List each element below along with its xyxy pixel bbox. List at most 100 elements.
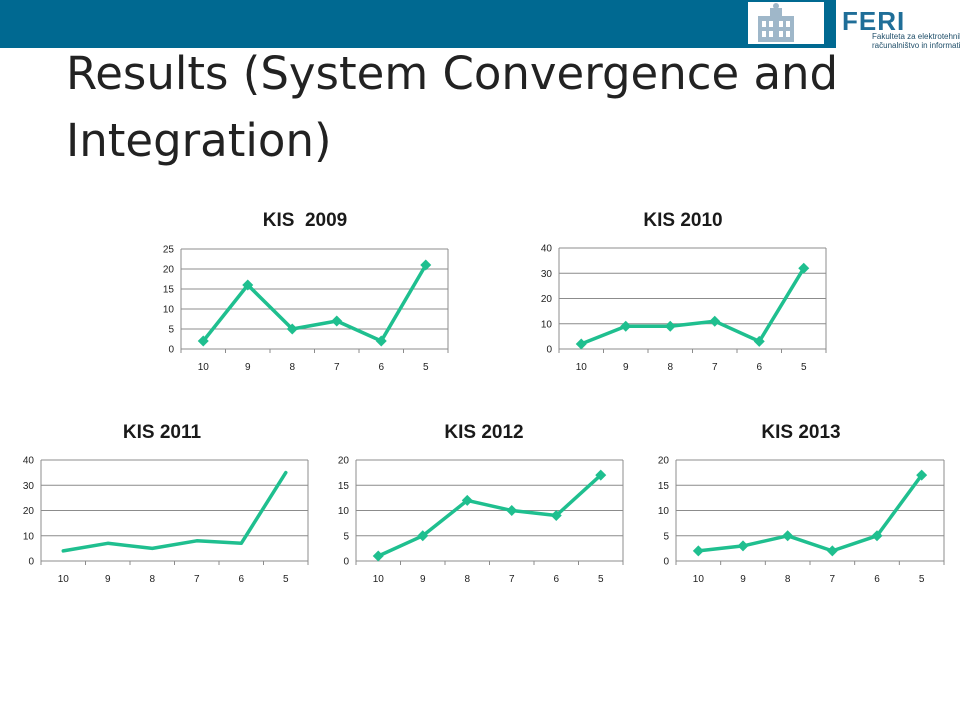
university-building-icon [748,2,824,44]
data-point [506,505,518,516]
x-tick-label: 6 [553,574,559,585]
y-tick-label: 40 [23,456,35,467]
y-tick-label: 0 [663,557,669,568]
y-tick-label: 0 [546,345,552,356]
data-point [417,530,429,542]
x-tick-label: 9 [105,574,111,585]
x-tick-label: 7 [194,574,200,585]
title-line-1: Results (System Convergence and [66,47,839,100]
data-point [620,320,632,332]
y-tick-label: 5 [663,531,669,542]
x-tick-label: 9 [245,362,251,373]
x-tick-label: 5 [598,574,604,585]
x-tick-label: 5 [919,574,925,585]
data-point [871,530,883,542]
x-tick-label: 5 [801,362,807,373]
chart-0: KIS 2009 0 5 10 15 20 25 10 9 8 7 6 5 [163,210,449,373]
data-point [737,540,749,552]
chart-title: KIS 2011 [123,422,202,443]
y-tick-label: 10 [541,319,553,330]
data-point [826,545,838,557]
y-tick-label: 0 [168,345,174,356]
x-tick-label: 10 [693,574,705,585]
x-tick-label: 8 [464,574,470,585]
y-tick-label: 10 [338,506,350,517]
data-point [331,315,343,327]
y-tick-label: 10 [23,531,35,542]
x-tick-label: 9 [740,574,746,585]
y-tick-label: 5 [343,531,349,542]
series-line [201,263,428,343]
data-point [575,338,587,350]
data-point [916,469,928,481]
data-point [461,494,473,506]
data-point [372,550,384,562]
x-tick-label: 9 [623,362,629,373]
x-tick-label: 8 [785,574,791,585]
data-point [286,323,298,335]
y-tick-label: 20 [23,506,35,517]
data-point [550,510,562,522]
x-tick-label: 6 [874,574,880,585]
chart-title: KIS 2012 [444,422,523,443]
x-tick-label: 8 [149,574,155,585]
y-tick-label: 25 [163,245,175,256]
page-title: Results (System Convergence and Integrat… [66,40,926,174]
y-tick-label: 15 [338,481,350,492]
data-point [595,469,607,481]
data-point [664,320,676,332]
y-tick-label: 0 [343,557,349,568]
x-tick-label: 7 [830,574,836,585]
chart-1: KIS 2010 0 10 20 30 40 10 9 8 7 6 5 [541,210,827,373]
y-tick-label: 20 [658,456,670,467]
logo-subtitle-line: Fakulteta za elektrotehniko, [872,32,960,41]
x-tick-label: 8 [667,362,673,373]
y-tick-label: 10 [658,506,670,517]
logo-area [836,0,960,60]
chart-3: KIS 2012 0 5 10 15 20 10 9 8 7 6 5 [338,422,624,585]
title-line-2: Integration) [66,114,332,167]
y-tick-label: 20 [163,265,175,276]
x-tick-label: 9 [420,574,426,585]
header-bar [0,0,836,48]
x-tick-label: 10 [576,362,588,373]
y-tick-label: 30 [541,269,553,280]
x-tick-label: 8 [289,362,295,373]
chart-2: KIS 2011 0 10 20 30 40 10 9 8 7 6 5 [23,422,309,585]
data-point [242,279,254,291]
y-tick-label: 30 [23,481,35,492]
y-tick-label: 5 [168,325,174,336]
chart-4: KIS 2013 0 5 10 15 20 10 9 8 7 6 5 [658,422,945,585]
x-tick-label: 7 [509,574,515,585]
series-line [696,473,924,553]
x-tick-label: 10 [58,574,70,585]
data-point [782,530,794,542]
x-tick-label: 10 [198,362,210,373]
x-tick-label: 5 [283,574,289,585]
chart-title: KIS 2010 [643,210,722,231]
feri-logo-icon: FERI [842,6,906,36]
data-point [197,335,209,347]
logo-subtitle-line: računalništvo in informatiko [872,41,960,50]
data-point [709,315,721,327]
x-tick-label: 7 [334,362,340,373]
y-tick-label: 15 [163,285,175,296]
data-point [753,335,765,347]
logo-subtitle: Fakulteta za elektrotehniko, računalništ… [872,32,960,50]
series-line [579,266,806,346]
y-tick-label: 0 [28,557,34,568]
x-tick-label: 6 [238,574,244,585]
series-line [61,470,288,553]
data-point [375,335,387,347]
chart-title: KIS 2013 [761,422,840,443]
x-tick-label: 10 [373,574,385,585]
y-tick-label: 15 [658,481,670,492]
y-tick-label: 40 [541,244,553,255]
series-line [376,473,603,558]
y-tick-label: 20 [541,294,553,305]
x-tick-label: 5 [423,362,429,373]
x-tick-label: 7 [712,362,718,373]
data-point [420,259,432,271]
x-tick-label: 6 [378,362,384,373]
